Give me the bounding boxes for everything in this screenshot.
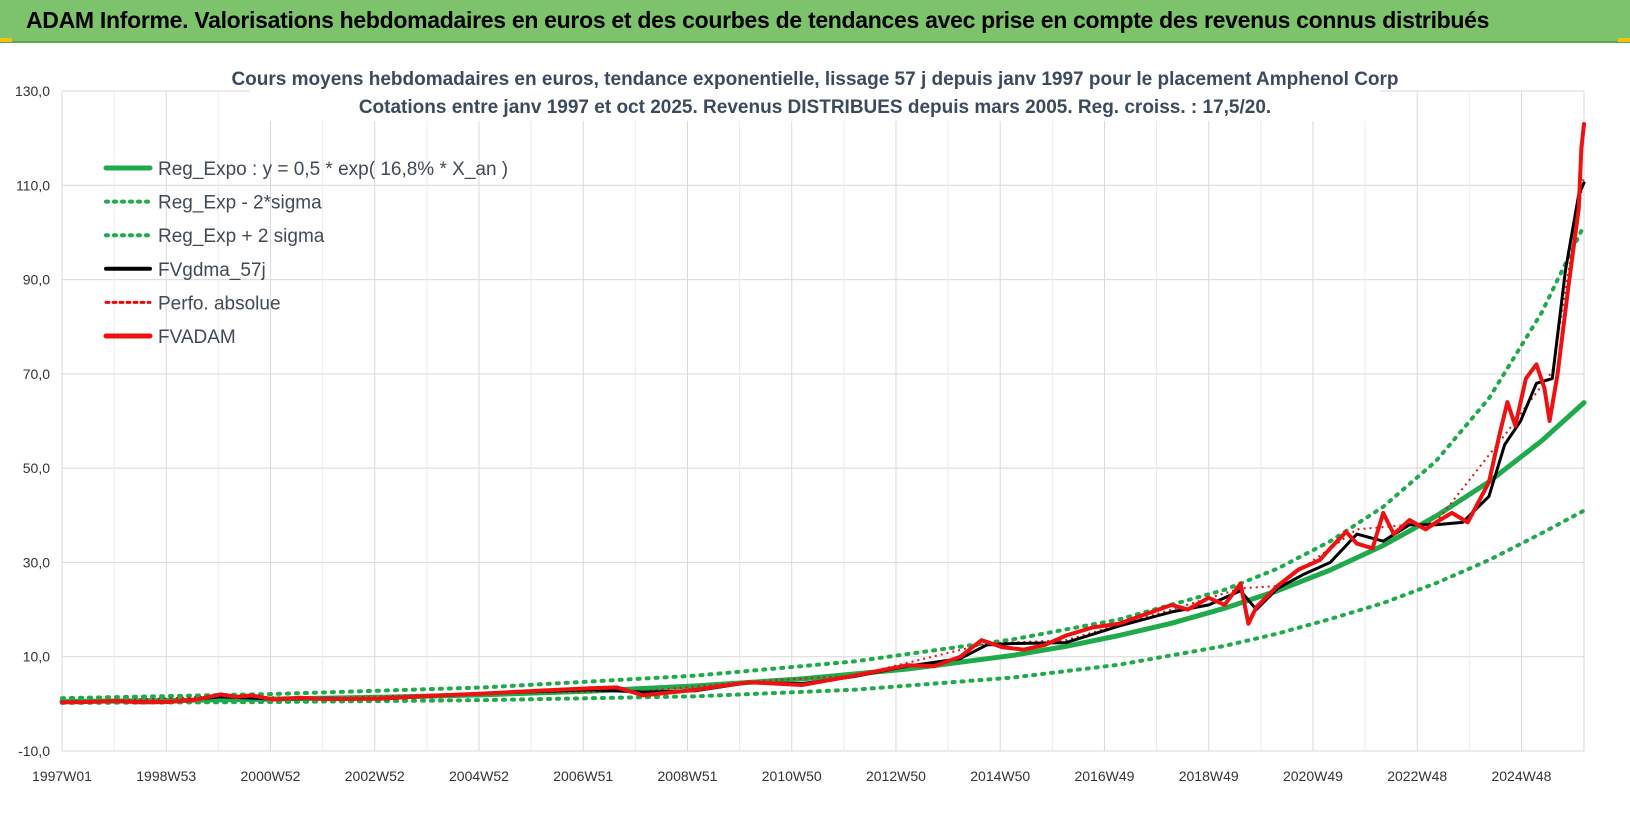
x-tick-label: 2012W50 <box>866 768 926 784</box>
y-tick-label: 110,0 <box>16 177 50 193</box>
x-tick-label: 1998W53 <box>136 768 196 784</box>
corner-mark-left <box>0 38 12 42</box>
chart-area: 130,0 110,0 90,0 70,0 50,0 30,0 10,0 -10,0 1997W… <box>15 63 1587 784</box>
x-tick-label: 2022W48 <box>1387 768 1447 784</box>
corner-mark-right <box>1618 38 1630 42</box>
x-tick-label: 2010W50 <box>762 768 822 784</box>
y-tick-label: 50,0 <box>23 460 50 476</box>
x-tick-label: 2000W52 <box>241 768 301 784</box>
legend-label: Reg_Exp + 2 sigma <box>158 226 325 247</box>
y-tick-label: 130,0 <box>15 83 50 99</box>
x-tick-label: 2002W52 <box>345 768 405 784</box>
chart-grid <box>61 90 1585 752</box>
x-tick-label: 2014W50 <box>970 768 1030 784</box>
x-tick-label: 2004W52 <box>449 768 509 784</box>
x-tick-label: 2024W48 <box>1491 768 1551 784</box>
header-banner: ADAM Informe. Valorisations hebdomadaire… <box>0 0 1630 43</box>
x-tick-label: 2016W49 <box>1074 768 1134 784</box>
banner-title: ADAM Informe. Valorisations hebdomadaire… <box>26 7 1490 33</box>
series-line-4 <box>61 175 1585 704</box>
chart-series <box>59 122 1587 705</box>
y-tick-label: 30,0 <box>23 554 50 570</box>
legend-label: Reg_Expo : y = 0,5 * exp( 16,8% * X_an ) <box>158 159 508 180</box>
x-tick-label: 2018W49 <box>1179 768 1239 784</box>
legend-label: FVgdma_57j <box>158 260 266 281</box>
legend-label: Perfo. absolue <box>158 293 281 314</box>
chart-axes: 130,0 110,0 90,0 70,0 50,0 30,0 10,0 -10,0 1997W… <box>15 83 1552 784</box>
chart-legend: Reg_Expo : y = 0,5 * exp( 16,8% * X_an )… <box>103 159 508 348</box>
x-tick-label: 1997W01 <box>32 768 92 784</box>
series-line-1 <box>60 508 1586 705</box>
x-tick-label: 2020W49 <box>1283 768 1343 784</box>
x-tick-label: 2008W51 <box>658 768 718 784</box>
legend-label: Reg_Exp - 2*sigma <box>158 193 322 214</box>
series-line-2 <box>60 223 1586 701</box>
y-tick-label: 90,0 <box>23 272 50 288</box>
chart-title-line1: Cours moyens hebdomadaires en euros, ten… <box>231 69 1398 90</box>
x-tick-label: 2006W51 <box>553 768 613 784</box>
y-tick-label: 10,0 <box>23 649 50 665</box>
chart-title-line2: Cotations entre janv 1997 et oct 2025. R… <box>359 97 1271 118</box>
chart-title-background <box>250 63 1380 121</box>
legend-label: FVADAM <box>158 327 236 348</box>
series-line-3 <box>60 181 1586 704</box>
y-tick-label: -10,0 <box>18 743 50 759</box>
y-tick-label: 70,0 <box>23 366 50 382</box>
series-line-5 <box>60 122 1586 705</box>
